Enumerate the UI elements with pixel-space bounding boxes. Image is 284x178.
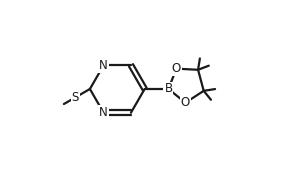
Text: N: N (99, 106, 108, 119)
Text: O: O (172, 62, 181, 75)
Text: N: N (99, 59, 108, 72)
Text: B: B (164, 82, 173, 96)
Text: O: O (181, 96, 190, 109)
Text: S: S (72, 91, 79, 104)
